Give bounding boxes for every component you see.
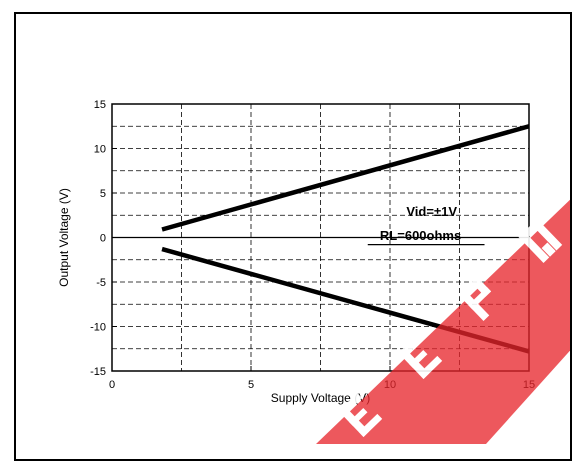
y-tick-label: -10: [90, 322, 106, 334]
y-tick-label: 5: [100, 188, 106, 200]
y-tick-label: 15: [94, 99, 106, 111]
annotation-rl: RL=600ohms: [380, 228, 461, 243]
x-tick-label: 0: [109, 379, 115, 391]
watermark-letter: [518, 218, 563, 263]
y-tick-label: 0: [100, 233, 106, 245]
watermark-band: [316, 199, 570, 444]
chart-frame: 051015151050-5-10-15 Supply Voltage (V) …: [14, 12, 572, 461]
y-tick-label: -15: [90, 366, 106, 378]
y-tick-label: 10: [94, 144, 106, 156]
series-line-1: [161, 124, 530, 232]
watermark-letter: [458, 276, 492, 321]
annotation-vid: Vid=±1V: [406, 204, 457, 219]
watermark-logo: [316, 199, 570, 444]
y-axis-label: Output Voltage (V): [57, 188, 71, 287]
x-axis-label: Supply Voltage (V): [271, 391, 370, 405]
x-tick-label: 5: [248, 379, 254, 391]
y-tick-label: -5: [96, 277, 106, 289]
output-voltage-chart: 051015151050-5-10-15 Supply Voltage (V) …: [57, 99, 570, 444]
watermark-letter: [398, 334, 443, 379]
watermark-letter: [338, 392, 383, 437]
